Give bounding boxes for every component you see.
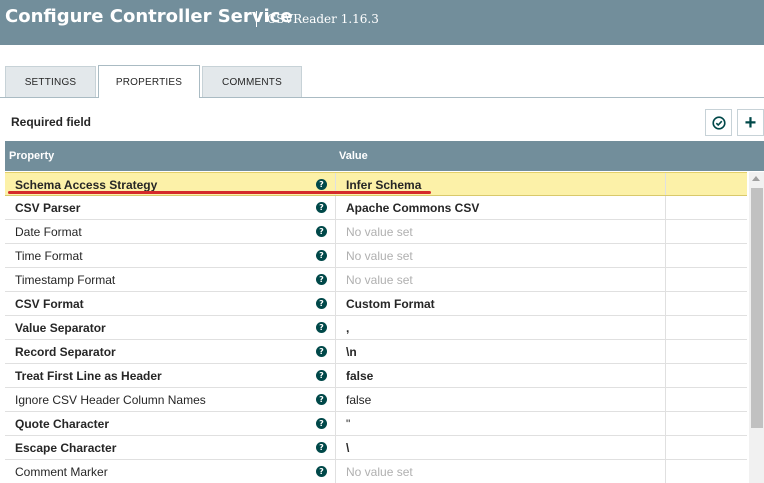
property-value[interactable]: No value set xyxy=(346,465,413,479)
column-divider xyxy=(665,173,666,195)
property-name: Date Format xyxy=(15,225,82,239)
property-name: Timestamp Format xyxy=(15,273,116,287)
property-value[interactable]: false xyxy=(346,369,374,383)
help-icon[interactable]: ? xyxy=(316,298,327,309)
table-row[interactable]: Treat First Line as Header? false xyxy=(5,364,747,388)
column-header-property[interactable]: Property xyxy=(9,150,55,162)
header-divider xyxy=(256,11,257,27)
property-name: Ignore CSV Header Column Names xyxy=(15,393,206,407)
table-row[interactable]: CSV Format? Custom Format xyxy=(5,292,747,316)
column-divider xyxy=(665,292,666,315)
column-divider xyxy=(335,196,336,219)
help-icon[interactable]: ? xyxy=(316,274,327,285)
property-value[interactable]: Infer Schema xyxy=(346,178,422,192)
property-name: Comment Marker xyxy=(15,465,108,479)
column-divider xyxy=(335,316,336,339)
property-name: Escape Character xyxy=(15,441,117,455)
property-name: CSV Format xyxy=(15,297,84,311)
column-divider xyxy=(665,244,666,267)
property-value[interactable]: , xyxy=(346,321,350,335)
tabs-divider xyxy=(0,97,764,98)
help-icon[interactable]: ? xyxy=(316,394,327,405)
column-divider xyxy=(665,388,666,411)
property-value[interactable]: Apache Commons CSV xyxy=(346,201,480,215)
property-value[interactable]: No value set xyxy=(346,249,413,263)
property-name: CSV Parser xyxy=(15,201,81,215)
property-name: Treat First Line as Header xyxy=(15,369,162,383)
property-name: Quote Character xyxy=(15,417,110,431)
dialog-title: Configure Controller Service xyxy=(5,6,293,27)
property-name: Time Format xyxy=(15,249,83,263)
table-row[interactable]: Escape Character? \ xyxy=(5,436,747,460)
check-circle-icon xyxy=(711,115,726,130)
table-header: Property Value xyxy=(5,141,764,171)
column-divider xyxy=(335,388,336,411)
property-value[interactable]: Custom Format xyxy=(346,297,435,311)
scrollbar-thumb[interactable] xyxy=(751,188,763,428)
column-divider xyxy=(335,268,336,291)
tab-settings[interactable]: SETTINGS xyxy=(5,66,96,98)
dialog-subtitle: CSVReader 1.16.3 xyxy=(267,12,379,26)
required-field-label: Required field xyxy=(11,115,92,129)
column-divider xyxy=(335,364,336,387)
scroll-up-arrow-icon[interactable] xyxy=(752,176,760,181)
help-icon[interactable]: ? xyxy=(316,250,327,261)
help-icon[interactable]: ? xyxy=(316,466,327,477)
column-divider xyxy=(335,173,336,195)
table-row[interactable]: CSV Parser? Apache Commons CSV xyxy=(5,196,747,220)
column-divider xyxy=(665,196,666,219)
property-name: Record Separator xyxy=(15,345,116,359)
column-divider xyxy=(665,436,666,459)
table-row[interactable]: Comment Marker? No value set xyxy=(5,460,747,483)
help-icon[interactable]: ? xyxy=(316,202,327,213)
help-icon[interactable]: ? xyxy=(316,226,327,237)
add-property-button[interactable]: + xyxy=(737,109,764,136)
column-divider xyxy=(335,220,336,243)
column-divider xyxy=(665,220,666,243)
table-row[interactable]: Record Separator? \n xyxy=(5,340,747,364)
help-icon[interactable]: ? xyxy=(316,346,327,357)
table-row[interactable]: Value Separator?, xyxy=(5,316,747,340)
annotation-underline xyxy=(8,191,431,194)
property-value[interactable]: No value set xyxy=(346,273,413,287)
column-header-value[interactable]: Value xyxy=(339,150,368,162)
tab-comments[interactable]: COMMENTS xyxy=(202,66,302,98)
column-divider xyxy=(665,460,666,483)
column-divider xyxy=(665,364,666,387)
column-divider xyxy=(335,292,336,315)
tab-properties[interactable]: PROPERTIES xyxy=(98,65,200,98)
table-row[interactable]: Ignore CSV Header Column Names? false xyxy=(5,388,747,412)
table-row[interactable]: Timestamp Format? No value set xyxy=(5,268,747,292)
help-icon[interactable]: ? xyxy=(316,418,327,429)
column-divider xyxy=(665,340,666,363)
help-icon[interactable]: ? xyxy=(316,442,327,453)
property-name: Value Separator xyxy=(15,321,106,335)
help-icon[interactable]: ? xyxy=(316,179,327,190)
column-divider xyxy=(335,460,336,483)
property-value[interactable]: \ xyxy=(346,441,350,455)
column-divider xyxy=(665,412,666,435)
table-row[interactable]: Time Format? No value set xyxy=(5,244,747,268)
property-value[interactable]: " xyxy=(346,417,351,431)
column-divider xyxy=(335,436,336,459)
column-divider xyxy=(665,268,666,291)
verify-button[interactable] xyxy=(705,109,732,136)
plus-icon: + xyxy=(744,111,757,134)
property-value[interactable]: No value set xyxy=(346,225,413,239)
dialog-header: Configure Controller Service CSVReader 1… xyxy=(0,0,764,45)
property-value[interactable]: \n xyxy=(346,345,357,359)
column-divider xyxy=(665,316,666,339)
column-divider xyxy=(335,340,336,363)
property-name: Schema Access Strategy xyxy=(15,178,158,192)
table-row[interactable]: Quote Character? " xyxy=(5,412,747,436)
help-icon[interactable]: ? xyxy=(316,370,327,381)
column-divider xyxy=(335,412,336,435)
property-value[interactable]: false xyxy=(346,393,372,407)
properties-table-body: Schema Access Strategy? Infer Schema CSV P… xyxy=(5,172,747,483)
help-icon[interactable]: ? xyxy=(316,322,327,333)
table-row[interactable]: Date Format? No value set xyxy=(5,220,747,244)
column-divider xyxy=(335,244,336,267)
